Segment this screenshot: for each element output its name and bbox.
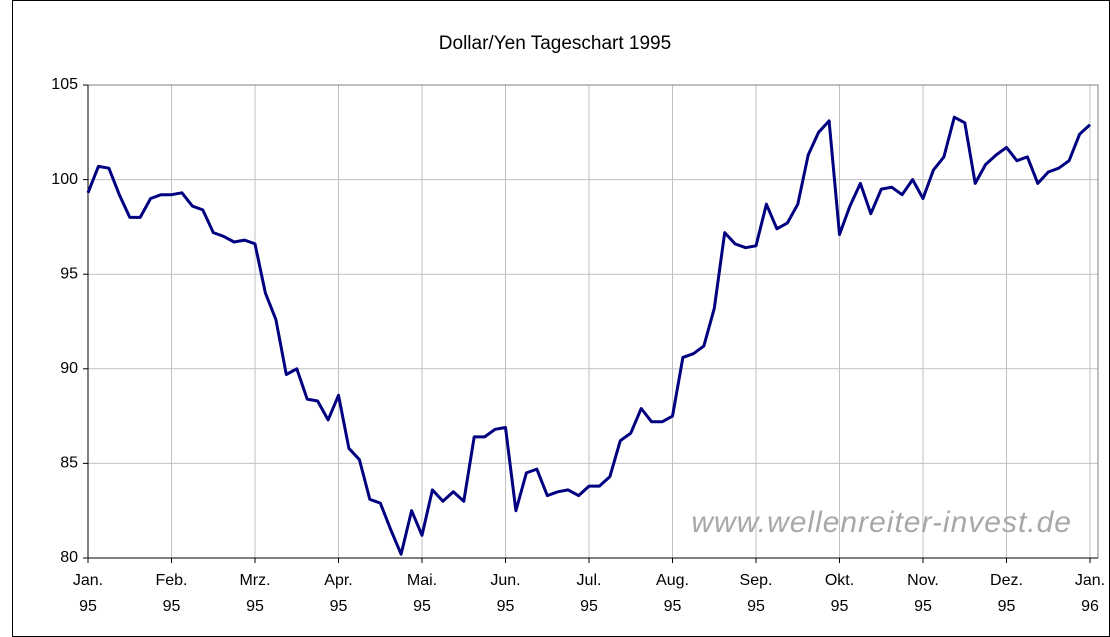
x-tick-label: Jul. 95 <box>576 572 602 615</box>
y-tick-label: 85 <box>60 455 78 472</box>
x-tick-label: Jun. 95 <box>490 572 521 615</box>
x-tick-label: Feb. 95 <box>155 572 188 615</box>
y-tick-label: 105 <box>51 76 78 93</box>
y-tick-label: 80 <box>60 549 78 566</box>
x-tick-label: Okt. 95 <box>824 572 855 615</box>
x-tick-label: Dez. 95 <box>990 572 1023 615</box>
x-tick-label: Nov. 95 <box>907 572 939 615</box>
watermark: www.wellenreiter-invest.de <box>691 506 1072 539</box>
x-tick-label: Mrz. 95 <box>239 572 271 615</box>
x-tick-label: Jan. 95 <box>72 572 104 615</box>
chart-title: Dollar/Yen Tageschart 1995 <box>439 33 671 54</box>
y-tick-label: 100 <box>51 171 78 188</box>
x-tick-label: Mai. 95 <box>406 572 438 615</box>
y-tick-label: 95 <box>60 265 78 282</box>
chart-frame <box>12 0 1110 637</box>
x-tick-label: Sep. 95 <box>739 572 773 615</box>
y-tick-label: 90 <box>60 360 78 377</box>
x-tick-label: Aug. 95 <box>656 572 689 615</box>
data-line <box>86 115 1092 556</box>
x-tick-label: Apr. 95 <box>324 572 353 615</box>
x-tick-label: Jan. 96 <box>1074 572 1106 615</box>
